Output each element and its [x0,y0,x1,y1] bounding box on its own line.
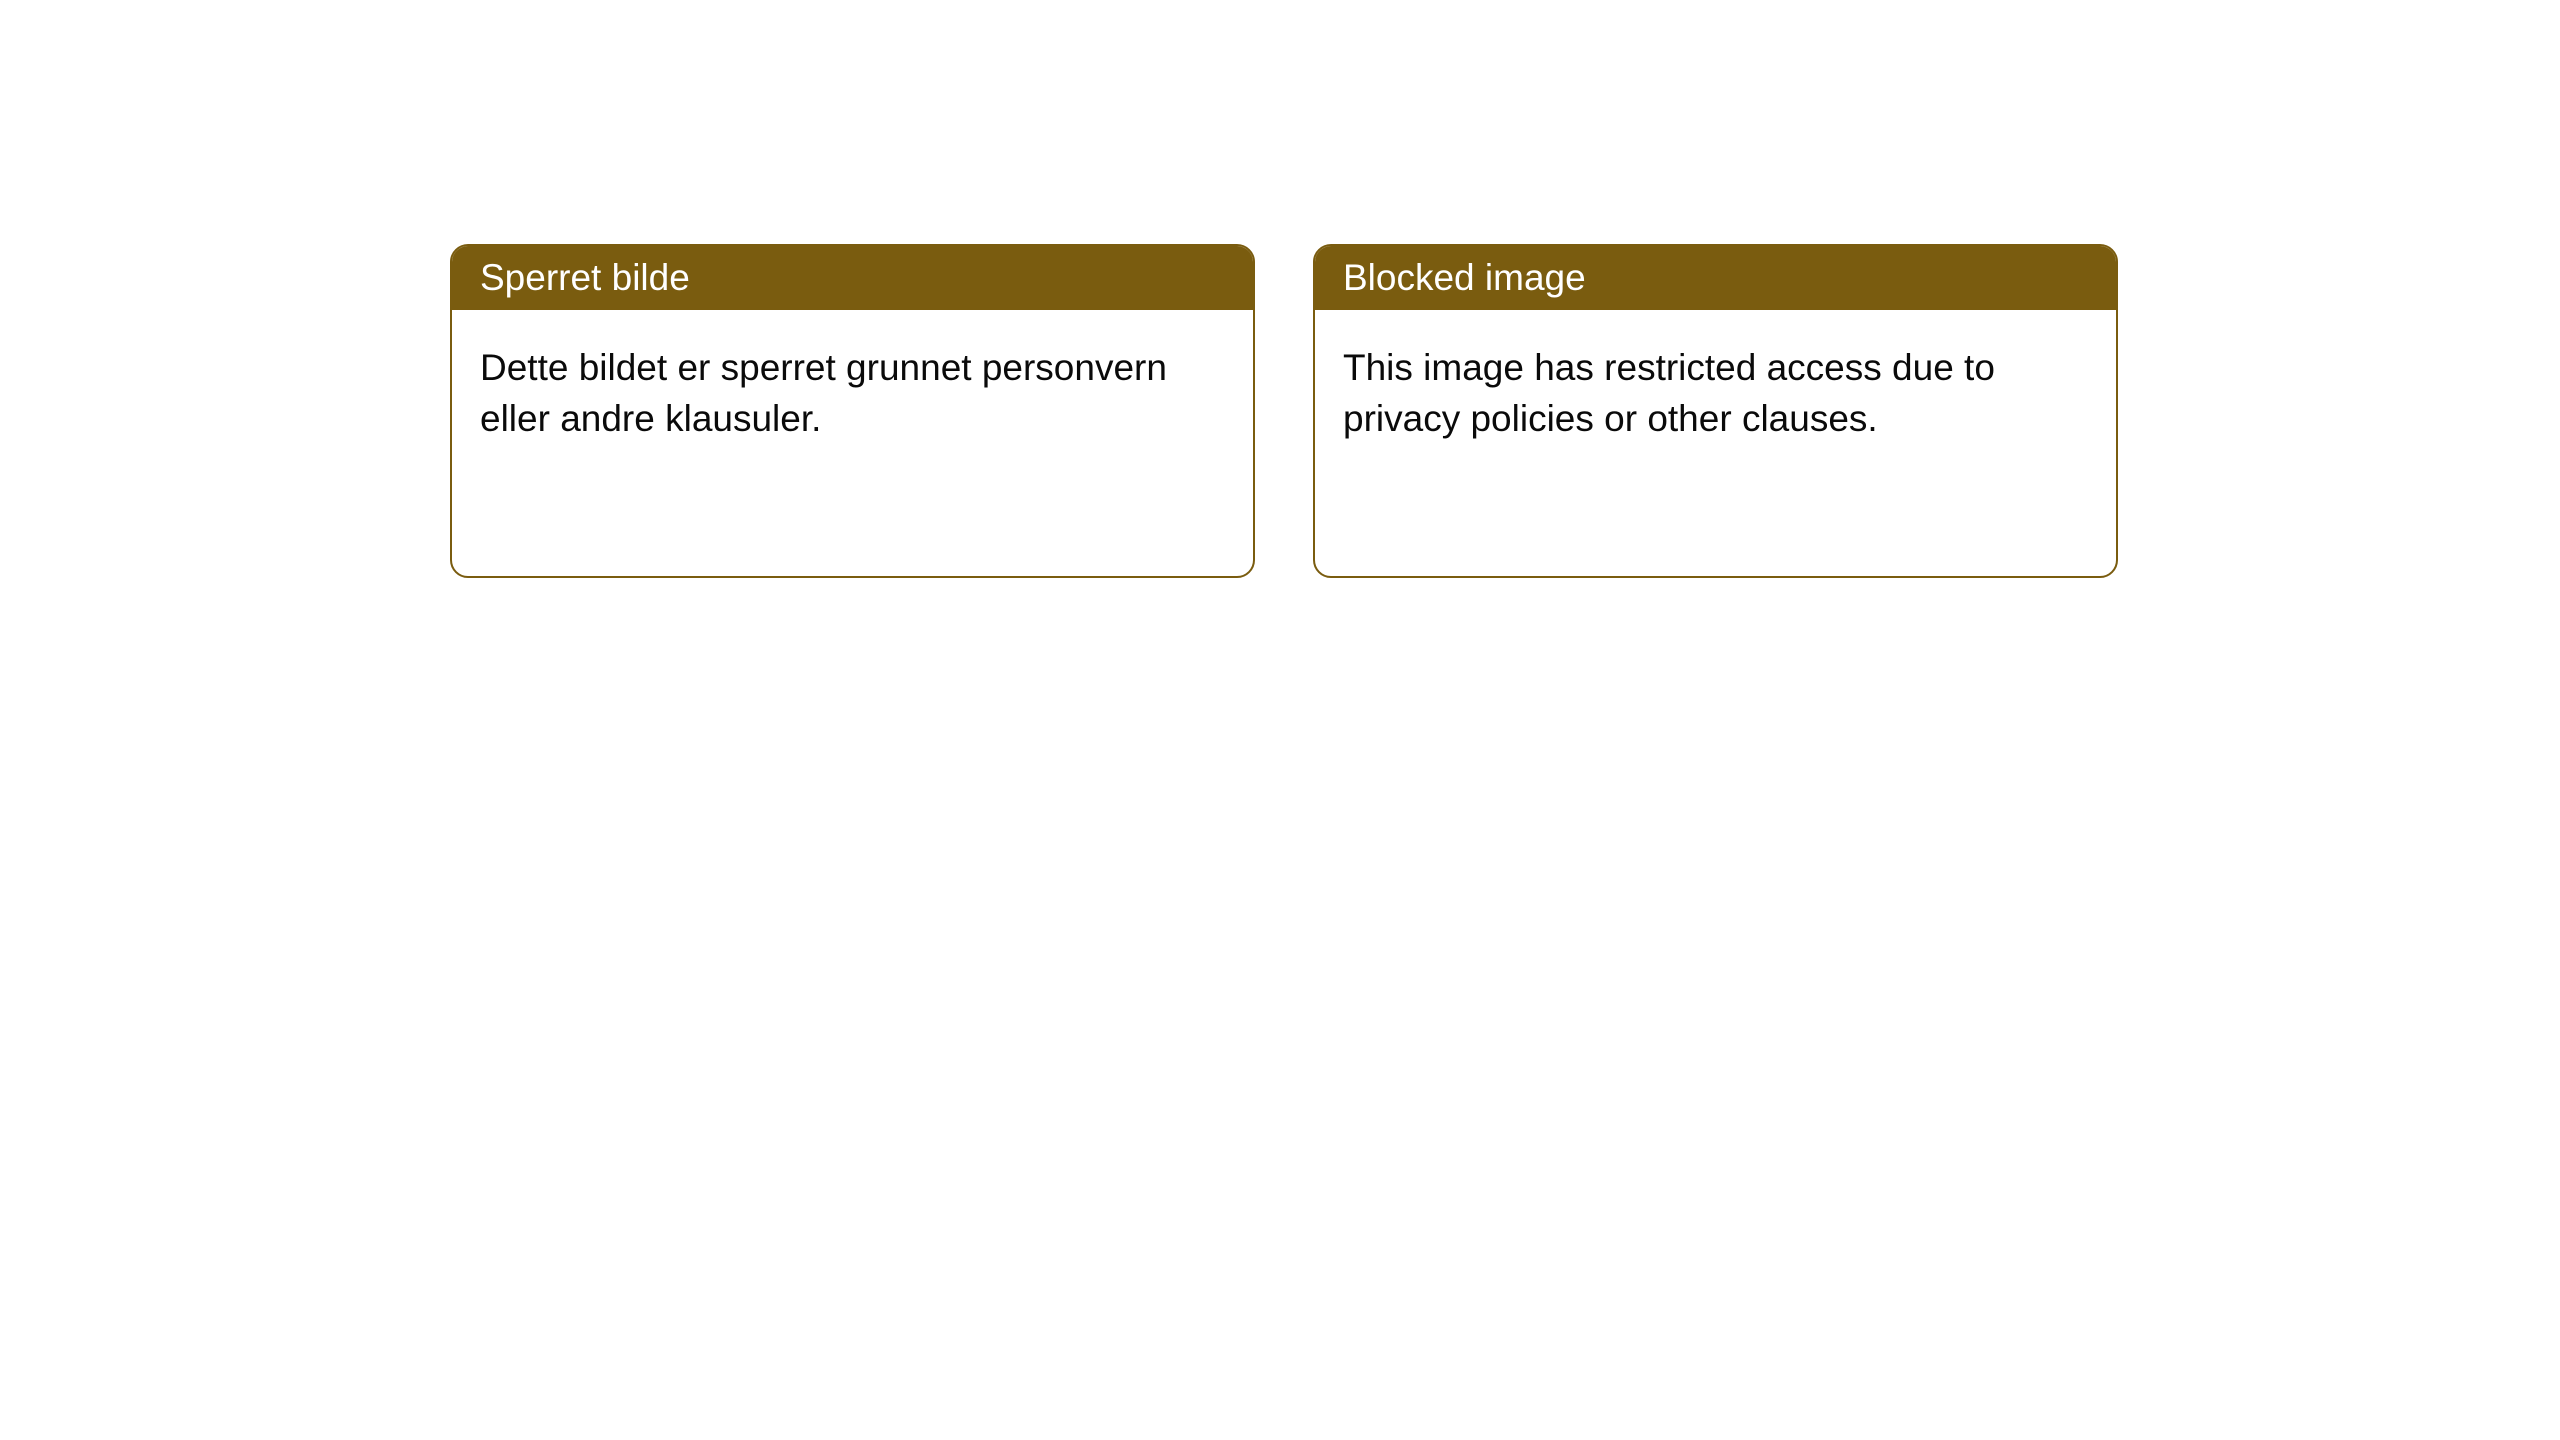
notice-container: Sperret bilde Dette bildet er sperret gr… [0,0,2560,578]
notice-body-norwegian: Dette bildet er sperret grunnet personve… [452,310,1253,476]
notice-card-english: Blocked image This image has restricted … [1313,244,2118,578]
notice-title-english: Blocked image [1315,246,2116,310]
notice-card-norwegian: Sperret bilde Dette bildet er sperret gr… [450,244,1255,578]
notice-body-english: This image has restricted access due to … [1315,310,2116,476]
notice-title-norwegian: Sperret bilde [452,246,1253,310]
